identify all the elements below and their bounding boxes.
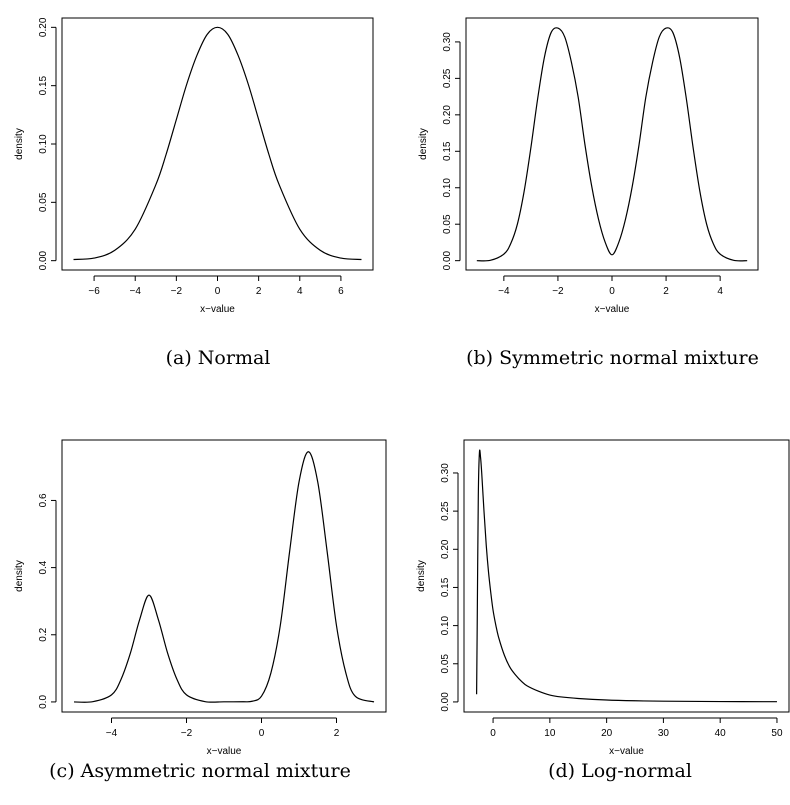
- x-tick-label: −6: [88, 286, 100, 297]
- x-tick-label: 2: [663, 286, 669, 297]
- x-tick-label: 20: [601, 728, 613, 739]
- x-tick-label: 0: [259, 728, 265, 739]
- density-curve: [73, 451, 375, 703]
- y-tick-label: 0.25: [442, 68, 453, 88]
- density-curve: [476, 449, 777, 703]
- y-tick-label: 0.10: [442, 178, 453, 198]
- y-tick-label: 0.15: [442, 141, 453, 161]
- y-axis-label: density: [418, 128, 429, 160]
- x-tick-label: 0: [490, 728, 496, 739]
- y-tick-label: 0.20: [440, 539, 451, 559]
- plot-frame: [61, 17, 374, 271]
- chart-d: 0 10 20 30 40 50 0.00 0.05 0.10 0.15 0.20 0.25 0.30 x…: [416, 439, 790, 757]
- caption-b: (b) Symmetric normal mixture: [466, 347, 759, 369]
- caption-d: (d) Log-normal: [548, 760, 692, 782]
- panel-a: −6 −4 −2 0 2 4 6 0.00 0.05 0.10 0.15 0.20 x−value den…: [0, 0, 395, 400]
- x-axis-label: x−value: [609, 746, 644, 757]
- x-tick-label: 0: [609, 286, 615, 297]
- x-tick-label: −4: [498, 286, 510, 297]
- y-tick-label: 0.05: [442, 214, 453, 234]
- y-tick-label: 0.2: [38, 627, 49, 641]
- y-tick-label: 0.00: [442, 250, 453, 270]
- panel-c: −4 −2 0 2 0.0 0.2 0.4 0.6 x−value density (c) Asy…: [0, 400, 395, 805]
- x-tick-label: 2: [256, 286, 262, 297]
- y-axis-label: density: [416, 560, 427, 592]
- y-tick-label: 0.6: [38, 493, 49, 507]
- y-tick-label: 0.00: [440, 692, 451, 712]
- x-axis-label: x−value: [595, 304, 630, 315]
- panel-d: 0 10 20 30 40 50 0.00 0.05 0.10 0.15 0.20 0.25 0.30 x…: [395, 400, 790, 805]
- plot-frame: [463, 439, 790, 713]
- y-tick-label: 0.00: [38, 250, 49, 270]
- caption-c: (c) Asymmetric normal mixture: [49, 760, 351, 782]
- x-tick-label: −4: [130, 286, 142, 297]
- density-curve: [476, 27, 748, 262]
- y-tick-label: 0.05: [38, 192, 49, 212]
- x-tick-label: 4: [717, 286, 723, 297]
- plot-frame: [61, 439, 387, 713]
- x-tick-label: 0: [215, 286, 221, 297]
- y-tick-label: 0.15: [440, 577, 451, 597]
- density-curve: [73, 26, 362, 261]
- y-tick-label: 0.20: [442, 105, 453, 125]
- x-tick-label: 10: [544, 728, 556, 739]
- y-tick-label: 0.05: [440, 654, 451, 674]
- x-axis-label: x−value: [200, 304, 235, 315]
- chart-a: −6 −4 −2 0 2 4 6 0.00 0.05 0.10 0.15 0.20 x−value den…: [14, 17, 374, 315]
- x-tick-label: 2: [334, 728, 340, 739]
- chart-c: −4 −2 0 2 0.0 0.2 0.4 0.6 x−value density: [14, 439, 387, 757]
- y-tick-label: 0.30: [440, 463, 451, 483]
- x-tick-label: 50: [771, 728, 783, 739]
- y-axis-label: density: [14, 560, 25, 592]
- chart-b: −4 −2 0 2 4 0.00 0.05 0.10 0.15 0.20 0.25 0.30 x−val…: [418, 17, 759, 315]
- y-tick-label: 0.15: [38, 75, 49, 95]
- x-tick-label: −2: [181, 728, 193, 739]
- y-tick-label: 0.4: [38, 560, 49, 574]
- x-tick-label: −2: [552, 286, 564, 297]
- y-tick-label: 0.10: [38, 134, 49, 154]
- y-tick-label: 0.30: [442, 32, 453, 52]
- y-tick-label: 0.0: [38, 695, 49, 709]
- x-tick-label: 6: [338, 286, 344, 297]
- x-axis-label: x−value: [207, 746, 242, 757]
- y-tick-label: 0.25: [440, 501, 451, 521]
- y-tick-label: 0.20: [38, 17, 49, 37]
- x-tick-label: 40: [715, 728, 727, 739]
- x-tick-label: 30: [658, 728, 670, 739]
- y-axis-label: density: [14, 128, 25, 160]
- panel-b: −4 −2 0 2 4 0.00 0.05 0.10 0.15 0.20 0.25 0.30 x−val…: [395, 0, 790, 400]
- x-tick-label: −2: [171, 286, 183, 297]
- x-tick-label: −4: [106, 728, 118, 739]
- x-tick-label: 4: [297, 286, 303, 297]
- plot-frame: [465, 17, 759, 271]
- y-tick-label: 0.10: [440, 615, 451, 635]
- caption-a: (a) Normal: [165, 347, 271, 369]
